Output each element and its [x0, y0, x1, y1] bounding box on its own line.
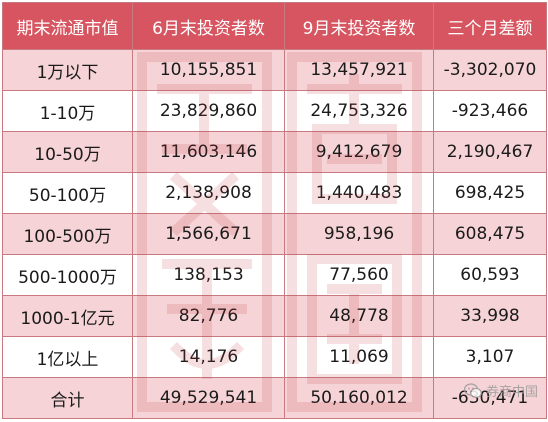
brand-watermark-text: 券商中国	[485, 385, 538, 400]
cell-september-investors: 77,560	[284, 254, 434, 296]
header-market-value: 期末流通市值	[2, 2, 133, 50]
cell-difference: 608,475	[433, 213, 547, 255]
cell-difference: 698,425	[433, 172, 547, 214]
cell-market-value: 1000-1亿元	[2, 295, 133, 337]
header-september-investors: 9月末投资者数	[284, 2, 434, 50]
cell-difference: 3,107	[433, 336, 547, 378]
cell-difference: -3,302,070	[433, 49, 547, 91]
cell-june-investors: 138,153	[132, 254, 285, 296]
brand-watermark: 券商中国	[463, 381, 538, 400]
cell-difference: 2,190,467	[433, 131, 547, 173]
table-row: 500-1000万 138,153 77,560 60,593	[2, 254, 547, 296]
cell-market-value: 500-1000万	[2, 254, 133, 296]
cell-market-value: 1万以下	[2, 49, 133, 91]
table-row: 10-50万 11,603,146 9,412,679 2,190,467	[2, 131, 547, 173]
table-row: 1万以下 10,155,851 13,457,921 -3,302,070	[2, 49, 547, 91]
cell-september-investors: 13,457,921	[284, 49, 434, 91]
wechat-icon	[463, 382, 482, 398]
table-row: 100-500万 1,566,671 958,196 608,475	[2, 213, 547, 255]
cell-june-investors: 11,603,146	[132, 131, 285, 173]
table-row: 1-10万 23,829,860 24,753,326 -923,466	[2, 90, 547, 132]
cell-difference: 60,593	[433, 254, 547, 296]
table-header-row: 期末流通市值 6月末投资者数 9月末投资者数 三个月差额	[2, 2, 547, 50]
cell-june-investors: 23,829,860	[132, 90, 285, 132]
cell-june-investors: 1,566,671	[132, 213, 285, 255]
cell-june-investors: 14,176	[132, 336, 285, 378]
cell-september-total: 50,160,012	[284, 377, 434, 419]
cell-market-value: 1亿以上	[2, 336, 133, 378]
cell-market-value: 100-500万	[2, 213, 133, 255]
cell-difference: 33,998	[433, 295, 547, 337]
table-row: 1000-1亿元 82,776 48,778 33,998	[2, 295, 547, 337]
cell-september-investors: 11,069	[284, 336, 434, 378]
cell-difference-total: -630,471	[433, 377, 547, 419]
cell-september-investors: 9,412,679	[284, 131, 434, 173]
table-total-row: 合计 49,529,541 50,160,012 -630,471	[2, 377, 547, 419]
cell-total-label: 合计	[2, 377, 133, 419]
table-row: 1亿以上 14,176 11,069 3,107	[2, 336, 547, 378]
cell-september-investors: 24,753,326	[284, 90, 434, 132]
cell-market-value: 50-100万	[2, 172, 133, 214]
cell-difference: -923,466	[433, 90, 547, 132]
cell-june-total: 49,529,541	[132, 377, 285, 419]
cell-september-investors: 48,778	[284, 295, 434, 337]
table-row: 50-100万 2,138,908 1,440,483 698,425	[2, 172, 547, 214]
cell-june-investors: 2,138,908	[132, 172, 285, 214]
header-june-investors: 6月末投资者数	[132, 2, 285, 50]
cell-september-investors: 1,440,483	[284, 172, 434, 214]
cell-market-value: 1-10万	[2, 90, 133, 132]
header-three-month-difference: 三个月差额	[433, 2, 547, 50]
cell-june-investors: 82,776	[132, 295, 285, 337]
cell-june-investors: 10,155,851	[132, 49, 285, 91]
cell-september-investors: 958,196	[284, 213, 434, 255]
cell-market-value: 10-50万	[2, 131, 133, 173]
